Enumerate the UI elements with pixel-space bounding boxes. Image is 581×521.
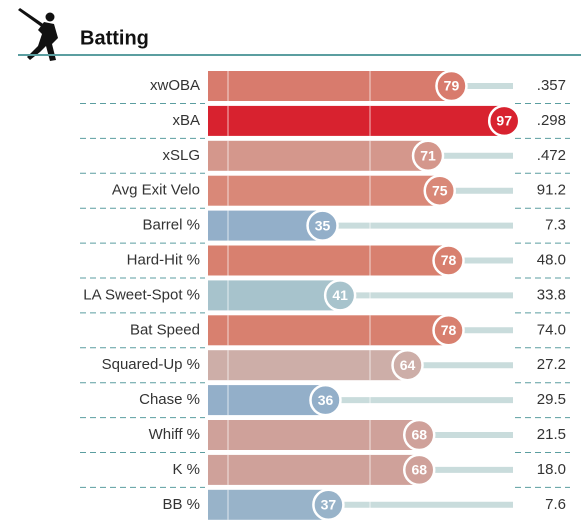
percentile-label: 78 [441, 322, 457, 338]
bar [208, 71, 452, 101]
percentile-label: 97 [496, 113, 512, 129]
bar [208, 245, 449, 276]
metric-label: Hard-Hit % [127, 251, 200, 268]
chart-title: Batting [80, 27, 149, 49]
percentile-dot [435, 69, 468, 103]
bar [208, 454, 420, 485]
metric-label: Squared-Up % [102, 356, 200, 373]
percentile-dot [402, 418, 436, 452]
stat-value: 18.0 [537, 461, 566, 478]
metric-label: xSLG [162, 147, 200, 164]
bar [208, 350, 408, 381]
bar [208, 420, 420, 450]
percentile-label: 68 [411, 462, 427, 478]
stat-value: .298 [537, 112, 566, 129]
stat-value: 21.5 [537, 426, 566, 443]
batter-icon [18, 8, 58, 61]
percentile-label: 79 [444, 78, 460, 94]
stat-value: 74.0 [537, 321, 566, 338]
stat-value: 91.2 [537, 182, 566, 199]
percentile-label: 41 [332, 287, 348, 303]
stat-value: 48.0 [537, 251, 566, 268]
percentile-dot [312, 488, 345, 521]
stat-value: 7.6 [545, 496, 566, 513]
bar [208, 489, 329, 520]
stat-value: 33.8 [537, 286, 566, 303]
metric-label: BB % [162, 496, 200, 513]
metric-label: xBA [172, 112, 200, 129]
bar [208, 280, 341, 311]
percentile-label: 37 [321, 497, 337, 513]
metric-label: Barrel % [142, 217, 200, 234]
percentile-label: 78 [441, 252, 457, 268]
stat-value: 29.5 [537, 391, 566, 408]
percentile-label: 36 [318, 392, 334, 408]
percentile-label: 71 [420, 148, 436, 164]
percentile-label: 64 [400, 357, 416, 373]
percentile-dot [306, 209, 339, 242]
percentile-dot [432, 314, 465, 347]
metric-label: xwOBA [150, 77, 200, 94]
stat-value: 27.2 [537, 356, 566, 373]
percentile-dot [411, 139, 445, 173]
percentile-dot [391, 348, 424, 382]
bar [208, 175, 440, 206]
percentile-dot [432, 244, 465, 277]
stat-value: .357 [537, 77, 566, 94]
bar [208, 105, 505, 136]
percentile-dot [323, 279, 357, 312]
metric-label: LA Sweet-Spot % [83, 286, 200, 303]
bar [208, 315, 449, 346]
percentile-label: 35 [315, 217, 331, 233]
percentile-dot [309, 383, 342, 417]
percentile-dot [487, 104, 521, 138]
bar [208, 385, 326, 416]
percentile-label: 75 [432, 182, 448, 198]
percentile-dot [402, 453, 436, 487]
metric-label: Avg Exit Velo [112, 182, 200, 199]
stat-value: 7.3 [545, 217, 566, 234]
metric-label: K % [172, 461, 200, 478]
stat-value: .472 [537, 147, 566, 164]
metric-label: Bat Speed [130, 321, 200, 338]
bar [208, 140, 429, 171]
metric-label: Whiff % [149, 426, 200, 443]
percentile-dot [423, 174, 456, 207]
percentile-label: 68 [411, 427, 427, 443]
metric-label: Chase % [139, 391, 200, 408]
bar [208, 210, 323, 241]
